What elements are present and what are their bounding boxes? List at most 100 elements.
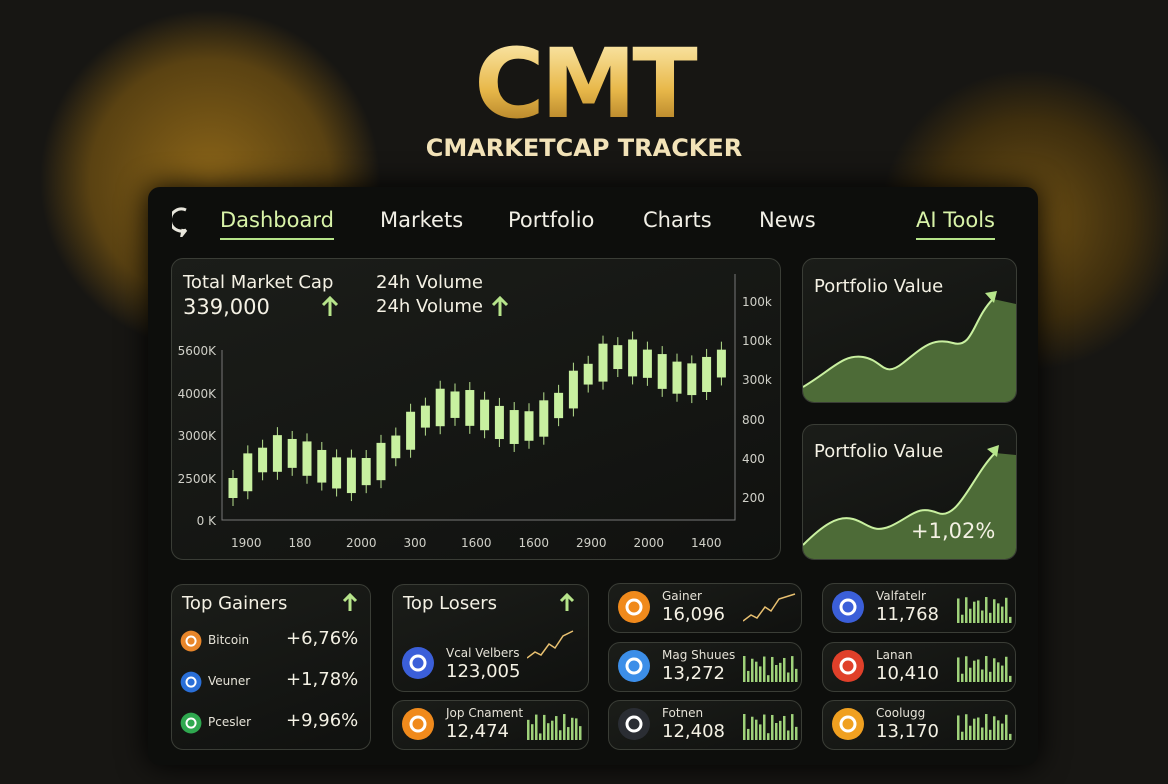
x-tick-label: 1600 <box>518 536 550 550</box>
spark-bar <box>993 599 996 623</box>
candle <box>406 411 416 450</box>
candle <box>435 388 445 427</box>
spark-bar <box>747 728 750 740</box>
coin-icon <box>618 708 650 740</box>
spark-bar <box>755 719 758 740</box>
spark-bar <box>965 714 968 740</box>
spark-bar <box>961 731 964 740</box>
spark-bar <box>567 727 570 740</box>
spark-bar <box>779 720 782 740</box>
spark-bar <box>767 733 770 740</box>
spark-bar <box>783 715 786 740</box>
spark-bar <box>985 597 988 623</box>
coin <box>402 708 434 740</box>
spark-bar <box>969 608 972 623</box>
spark-bar <box>981 610 984 623</box>
spark-bar <box>993 658 996 682</box>
coin-name: Bitcoin <box>208 633 250 647</box>
candle <box>465 390 475 426</box>
app-icon <box>172 207 188 237</box>
spark-bar <box>787 672 790 682</box>
spark-bar <box>767 675 770 682</box>
spark-bar <box>989 729 992 740</box>
spark-bar <box>539 733 542 740</box>
candle <box>450 391 460 418</box>
sparkline <box>743 714 798 740</box>
coin-change: +6,76% <box>286 628 359 649</box>
spark-bar <box>775 665 778 682</box>
spark-bar <box>1009 675 1012 682</box>
x-tick-label: 2000 <box>346 536 377 550</box>
spark-bar <box>751 716 754 740</box>
candle <box>376 442 386 481</box>
spark-bar <box>795 668 798 682</box>
spark-bar <box>965 597 968 623</box>
spark-bar <box>571 717 574 740</box>
spark-bar <box>563 714 566 740</box>
card-title: Portfolio Value <box>814 441 944 462</box>
candle <box>346 457 356 494</box>
spark-bar <box>993 716 996 740</box>
spark-bar <box>989 612 992 623</box>
spark-bar <box>547 723 550 740</box>
coin-name: Fotnen <box>662 706 704 720</box>
coin-icon <box>402 647 434 679</box>
coin-icon <box>832 591 864 623</box>
card-title: Top Losers <box>403 593 498 614</box>
spark-bar <box>997 720 1000 740</box>
spark-line <box>743 593 796 622</box>
spark-bar <box>961 614 964 623</box>
nav-item[interactable]: Markets <box>380 208 464 232</box>
spark-bar <box>531 724 534 740</box>
coin <box>402 647 434 679</box>
y-tick-label: 0 K <box>196 514 216 528</box>
y-tick-label: 5600K <box>177 344 216 358</box>
y-tick-label: 100k <box>742 334 772 349</box>
spark-bar <box>985 656 988 682</box>
coin-name: Jop Cnament <box>446 706 524 720</box>
coin-value: 11,768 <box>876 604 939 625</box>
x-tick-label: 1900 <box>231 536 262 550</box>
coin-change: +1,78% <box>286 669 359 690</box>
spark-bar <box>555 716 558 740</box>
candle <box>687 363 697 396</box>
gainers-card <box>171 584 371 750</box>
spark-bar <box>795 726 798 740</box>
sparkline <box>957 597 1012 623</box>
candle <box>228 478 238 498</box>
spark-bar <box>969 667 972 682</box>
spark-bar <box>763 714 766 740</box>
candle <box>272 435 282 472</box>
nav-item[interactable]: Dashboard <box>220 208 334 240</box>
coin <box>180 630 202 652</box>
candle <box>509 410 519 444</box>
spark-bar <box>1001 723 1004 740</box>
subtitle: CMARKETCAP TRACKER <box>425 134 743 162</box>
coin-icon <box>832 650 864 682</box>
area-chart <box>803 291 1016 402</box>
nav-item[interactable]: News <box>759 208 816 232</box>
x-tick-label: 1600 <box>461 536 492 550</box>
nav-item[interactable]: Charts <box>643 208 712 232</box>
coin <box>180 712 202 734</box>
coin <box>832 708 864 740</box>
spark-bar <box>787 730 790 740</box>
coin <box>180 671 202 693</box>
coin-name: Gainer <box>662 589 702 603</box>
spark-bar <box>1009 616 1012 623</box>
coin-icon <box>180 671 202 693</box>
candle <box>332 457 342 489</box>
nav-item[interactable]: Portfolio <box>508 208 595 232</box>
spark-bar <box>981 727 984 740</box>
coin-mark <box>185 676 197 688</box>
coin-value: 12,408 <box>662 721 725 742</box>
candle <box>361 458 371 486</box>
coin-icon <box>402 708 434 740</box>
coin-mark <box>185 717 197 729</box>
nav-item[interactable]: AI Tools <box>916 208 995 240</box>
coin-value: 10,410 <box>876 663 939 684</box>
spark-bar <box>543 714 546 740</box>
spark-bar <box>997 603 1000 623</box>
candlestick-chart <box>221 274 736 521</box>
